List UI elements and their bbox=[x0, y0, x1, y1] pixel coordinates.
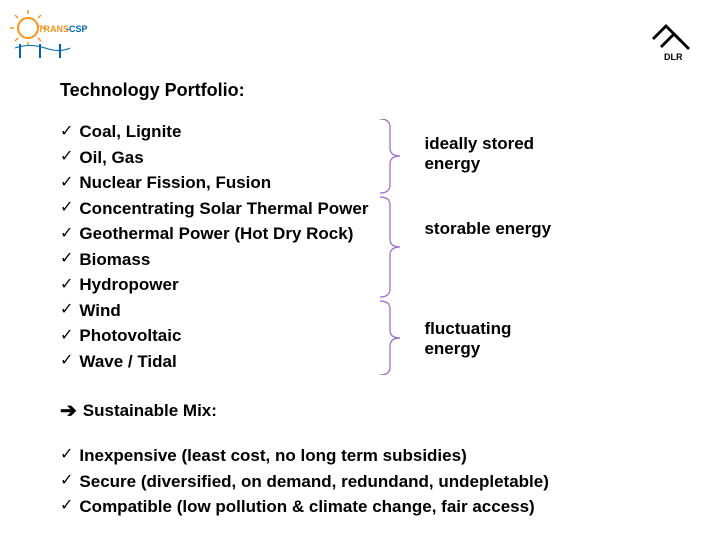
technology-item: ✓Nuclear Fission, Fusion bbox=[60, 170, 368, 196]
category-label: fluctuatingenergy bbox=[424, 319, 511, 359]
technology-item: ✓Photovoltaic bbox=[60, 323, 368, 349]
check-icon: ✓ bbox=[60, 171, 73, 195]
check-icon: ✓ bbox=[60, 324, 73, 348]
dlr-logo: DLR bbox=[644, 10, 700, 67]
technology-item: ✓Hydropower bbox=[60, 272, 368, 298]
technology-item: ✓Geothermal Power (Hot Dry Rock) bbox=[60, 221, 368, 247]
page-title: Technology Portfolio: bbox=[60, 80, 700, 101]
mix-criteria-label: Inexpensive (least cost, no long term su… bbox=[79, 443, 466, 469]
technology-label: Coal, Lignite bbox=[79, 119, 181, 145]
check-icon: ✓ bbox=[60, 349, 73, 373]
mix-criteria-list: ✓Inexpensive (least cost, no long term s… bbox=[60, 443, 700, 520]
category-brackets bbox=[374, 119, 414, 374]
category-label: storable energy bbox=[424, 219, 551, 239]
technology-label: Wind bbox=[79, 298, 120, 324]
technology-label: Nuclear Fission, Fusion bbox=[79, 170, 271, 196]
technology-label: Hydropower bbox=[79, 272, 178, 298]
category-label: ideally storedenergy bbox=[424, 134, 534, 174]
technology-label: Concentrating Solar Thermal Power bbox=[79, 196, 368, 222]
technology-label: Geothermal Power (Hot Dry Rock) bbox=[79, 221, 353, 247]
technology-label: Biomass bbox=[79, 247, 150, 273]
check-icon: ✓ bbox=[60, 145, 73, 169]
mix-criteria-label: Compatible (low pollution & climate chan… bbox=[79, 494, 534, 520]
check-icon: ✓ bbox=[60, 494, 73, 518]
check-icon: ✓ bbox=[60, 443, 73, 467]
technology-label: Wave / Tidal bbox=[79, 349, 176, 375]
arrow-icon: ➔ bbox=[60, 398, 77, 423]
technology-label: Oil, Gas bbox=[79, 145, 143, 171]
technology-item: ✓Wave / Tidal bbox=[60, 349, 368, 375]
header: TRANS -CSP DLR bbox=[0, 0, 720, 70]
technology-item: ✓Concentrating Solar Thermal Power bbox=[60, 196, 368, 222]
svg-text:TRANS: TRANS bbox=[38, 24, 69, 34]
mix-criteria-label: Secure (diversified, on demand, redundan… bbox=[79, 469, 548, 495]
technology-item: ✓Wind bbox=[60, 298, 368, 324]
mix-criteria-item: ✓Inexpensive (least cost, no long term s… bbox=[60, 443, 700, 469]
svg-text:-CSP: -CSP bbox=[66, 24, 88, 34]
check-icon: ✓ bbox=[60, 222, 73, 246]
check-icon: ✓ bbox=[60, 273, 73, 297]
sustainable-mix-label: Sustainable Mix: bbox=[83, 401, 217, 421]
trans-csp-logo: TRANS -CSP bbox=[10, 10, 100, 60]
check-icon: ✓ bbox=[60, 247, 73, 271]
technology-item: ✓Biomass bbox=[60, 247, 368, 273]
technology-item: ✓Coal, Lignite bbox=[60, 119, 368, 145]
check-icon: ✓ bbox=[60, 469, 73, 493]
mix-criteria-item: ✓Compatible (low pollution & climate cha… bbox=[60, 494, 700, 520]
technology-list: ✓Coal, Lignite✓Oil, Gas✓Nuclear Fission,… bbox=[60, 119, 368, 374]
check-icon: ✓ bbox=[60, 120, 73, 144]
technology-item: ✓Oil, Gas bbox=[60, 145, 368, 171]
check-icon: ✓ bbox=[60, 298, 73, 322]
mix-criteria-item: ✓Secure (diversified, on demand, redunda… bbox=[60, 469, 700, 495]
sustainable-mix-heading: ➔ Sustainable Mix: bbox=[60, 398, 700, 423]
svg-text:DLR: DLR bbox=[664, 52, 683, 62]
main-row: ✓Coal, Lignite✓Oil, Gas✓Nuclear Fission,… bbox=[60, 119, 700, 374]
technology-label: Photovoltaic bbox=[79, 323, 181, 349]
check-icon: ✓ bbox=[60, 196, 73, 220]
content: Technology Portfolio: ✓Coal, Lignite✓Oil… bbox=[0, 70, 720, 520]
